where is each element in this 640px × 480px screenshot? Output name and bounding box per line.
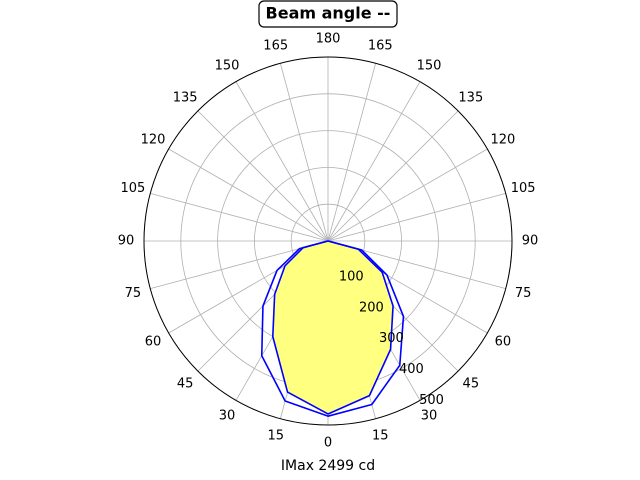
theta-tick-label: 90 xyxy=(522,234,539,249)
area xyxy=(272,241,394,414)
theta-tick-label: 90 xyxy=(118,234,135,249)
theta-tick-label: 15 xyxy=(267,429,284,444)
chart-title: Beam angle -- xyxy=(266,4,391,23)
title-box xyxy=(258,0,398,28)
grid-spoke xyxy=(235,81,329,242)
theta-tick-label: 30 xyxy=(421,408,438,423)
grid-spoke xyxy=(150,192,329,242)
theta-tick-label: 105 xyxy=(511,181,536,196)
r-tick-label: 100 xyxy=(339,269,364,284)
line xyxy=(260,240,405,417)
theta-tick-label: 30 xyxy=(219,408,236,423)
theta-tick-label: 120 xyxy=(141,133,166,148)
polar-frame xyxy=(143,56,513,426)
theta-tick-label: 135 xyxy=(173,91,198,106)
theta-tick-label: 105 xyxy=(120,181,145,196)
grid-spoke xyxy=(168,148,329,242)
theta-tick-label: 165 xyxy=(368,38,393,53)
r-tick-label: 500 xyxy=(419,393,444,408)
theta-tick-label: 135 xyxy=(458,91,483,106)
theta-tick-label: 150 xyxy=(417,59,442,74)
r-tick-label: 400 xyxy=(399,362,424,377)
grid-spoke xyxy=(279,63,329,242)
grid-spoke xyxy=(327,192,506,242)
theta-tick-label: 60 xyxy=(495,335,512,350)
theta-tick-label: 15 xyxy=(372,429,389,444)
grid-spoke xyxy=(327,81,421,242)
theta-tick-label: 45 xyxy=(463,376,480,391)
x-axis-label: IMax 2499 cd xyxy=(281,458,375,474)
grid-spoke xyxy=(197,110,329,242)
theta-tick-label: 75 xyxy=(515,286,532,301)
theta-tick-label: 150 xyxy=(215,59,240,74)
line xyxy=(272,240,394,415)
theta-tick-label: 165 xyxy=(263,38,288,53)
theta-tick-label: 45 xyxy=(177,376,194,391)
theta-tick-label: 0 xyxy=(324,436,332,451)
theta-tick-label: 120 xyxy=(491,133,516,148)
theta-tick-label: 75 xyxy=(125,286,142,301)
grid-spoke xyxy=(327,110,459,242)
grid-spoke xyxy=(327,63,377,242)
r-tick-label: 200 xyxy=(359,300,384,315)
grid-spoke xyxy=(327,148,488,242)
theta-tick-label: 60 xyxy=(145,335,162,350)
r-tick-label: 300 xyxy=(379,331,404,346)
theta-tick-label: 180 xyxy=(316,32,341,47)
